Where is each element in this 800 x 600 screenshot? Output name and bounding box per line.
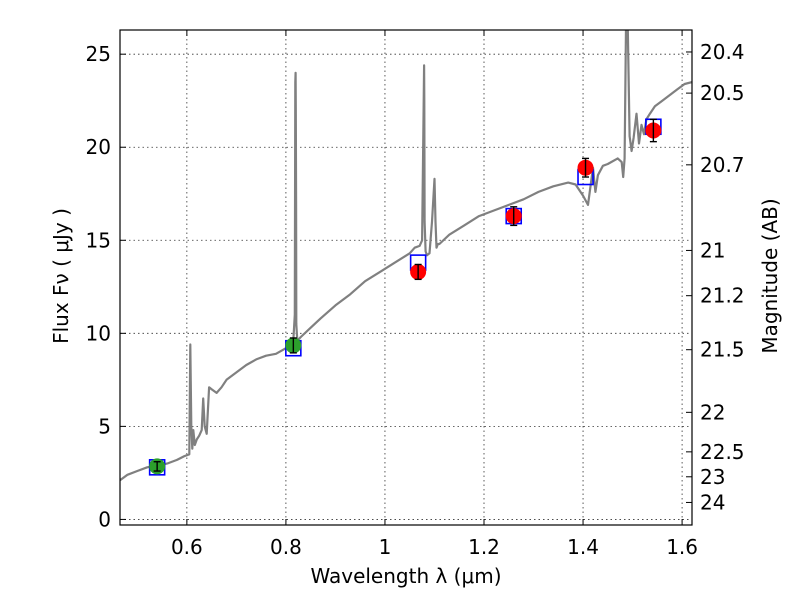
y-tick-label: 15 [86,228,111,252]
spectrum-line [120,30,692,482]
right-y-tick-label: 23 [700,465,725,489]
right-y-tick-label: 21.2 [700,284,745,308]
x-tick-label: 0.6 [171,535,203,559]
right-y-tick-label: 21.5 [700,338,745,362]
spectrum-layer [120,30,692,482]
y-axis-label: Flux Fν ( μJy ) [49,208,73,344]
plot-frame [119,29,693,526]
right-y-tick-label: 20.4 [700,40,745,64]
y-tick-label: 20 [86,135,111,159]
right-y-tick-label: 20.7 [700,153,745,177]
x-tick-label: 1.4 [567,535,599,559]
right-y-tick-label: 22.5 [700,440,745,464]
x-tick-label: 1 [379,535,392,559]
x-tick-label: 0.8 [270,535,302,559]
grid [120,30,692,525]
right-y-tick-label: 24 [700,490,725,514]
photometry-layer [148,118,662,476]
right-y-tick-label: 22 [700,400,725,424]
x-tick-label: 1.6 [666,535,698,559]
axis-ticks: 0.6 0.8 1 1.2 1.4 1.6 0 5 10 15 20 25 20.4 20.5 20.7 21… [86,30,745,559]
x-axis-label: Wavelength λ (μm) [310,564,501,588]
y-tick-label: 10 [86,321,111,345]
y-tick-label: 5 [98,414,111,438]
y-tick-label: 0 [98,507,111,531]
right-y-axis-label: Magnitude (AB) [758,198,782,353]
right-y-tick-label: 20.5 [700,81,745,105]
right-y-tick-label: 21 [700,238,725,262]
x-tick-label: 1.2 [468,535,500,559]
y-tick-label: 25 [86,42,111,66]
